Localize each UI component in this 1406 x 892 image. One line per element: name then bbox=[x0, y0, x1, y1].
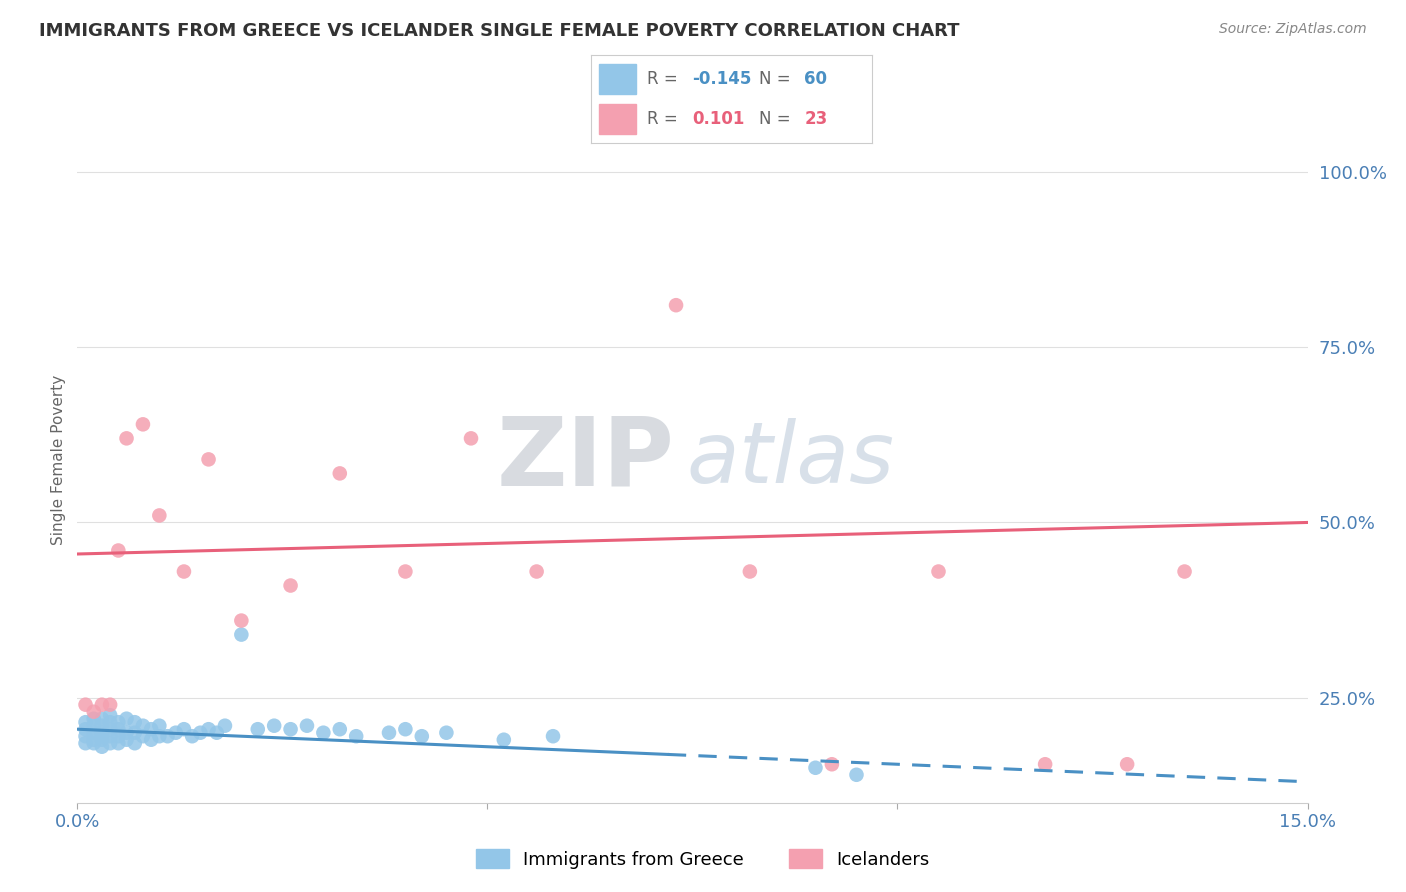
Point bbox=[541, 729, 564, 743]
Point bbox=[188, 725, 212, 739]
Point bbox=[181, 729, 204, 743]
Text: Source: ZipAtlas.com: Source: ZipAtlas.com bbox=[1219, 22, 1367, 37]
Point bbox=[329, 467, 352, 481]
Bar bbox=[599, 64, 636, 94]
Point bbox=[124, 715, 146, 730]
Text: R =: R = bbox=[647, 110, 688, 128]
Point bbox=[107, 543, 129, 558]
Point bbox=[115, 431, 138, 445]
Point bbox=[1174, 565, 1197, 579]
Point bbox=[205, 725, 228, 739]
Bar bbox=[599, 104, 636, 134]
Point bbox=[231, 614, 253, 628]
Point bbox=[665, 298, 688, 312]
Text: IMMIGRANTS FROM GREECE VS ICELANDER SINGLE FEMALE POVERTY CORRELATION CHART: IMMIGRANTS FROM GREECE VS ICELANDER SING… bbox=[39, 22, 960, 40]
Point bbox=[83, 705, 105, 719]
Text: R =: R = bbox=[647, 70, 683, 88]
Point bbox=[231, 627, 253, 641]
Point bbox=[107, 723, 129, 737]
Point bbox=[394, 565, 416, 579]
Text: 60: 60 bbox=[804, 70, 827, 88]
Y-axis label: Single Female Poverty: Single Female Poverty bbox=[51, 375, 66, 544]
Point bbox=[124, 725, 146, 739]
Point bbox=[738, 565, 761, 579]
Point bbox=[90, 725, 114, 739]
Point bbox=[280, 578, 302, 592]
Point bbox=[75, 736, 97, 750]
Text: ZIP: ZIP bbox=[496, 413, 673, 506]
Point bbox=[83, 736, 105, 750]
Point bbox=[90, 732, 114, 747]
Point bbox=[821, 757, 844, 772]
Point bbox=[98, 723, 121, 737]
Point bbox=[115, 732, 138, 747]
Text: 23: 23 bbox=[804, 110, 828, 128]
Point bbox=[1033, 757, 1056, 772]
Point bbox=[344, 729, 367, 743]
Point bbox=[156, 729, 179, 743]
Point bbox=[295, 719, 318, 733]
Point bbox=[436, 725, 458, 739]
Point bbox=[124, 736, 146, 750]
Point bbox=[83, 712, 105, 726]
Point bbox=[90, 698, 114, 712]
Point bbox=[492, 732, 515, 747]
Point bbox=[90, 739, 114, 754]
Point bbox=[141, 732, 163, 747]
Point bbox=[804, 761, 827, 775]
Point bbox=[148, 729, 170, 743]
Legend: Immigrants from Greece, Icelanders: Immigrants from Greece, Icelanders bbox=[470, 842, 936, 876]
Point bbox=[411, 729, 433, 743]
Point bbox=[98, 698, 121, 712]
Point bbox=[75, 723, 97, 737]
Text: N =: N = bbox=[759, 110, 796, 128]
Point bbox=[197, 452, 219, 467]
Point bbox=[1116, 757, 1139, 772]
Point bbox=[98, 736, 121, 750]
Point bbox=[246, 723, 269, 737]
Point bbox=[214, 719, 236, 733]
Point bbox=[83, 732, 105, 747]
Text: -0.145: -0.145 bbox=[692, 70, 751, 88]
Point bbox=[394, 723, 416, 737]
Point bbox=[263, 719, 285, 733]
Point bbox=[83, 719, 105, 733]
Point bbox=[141, 723, 163, 737]
Point bbox=[107, 715, 129, 730]
Point bbox=[165, 725, 187, 739]
Point bbox=[378, 725, 401, 739]
Point bbox=[280, 723, 302, 737]
Text: 0.101: 0.101 bbox=[692, 110, 744, 128]
Point bbox=[75, 715, 97, 730]
Point bbox=[132, 729, 155, 743]
Point bbox=[312, 725, 335, 739]
Point bbox=[107, 729, 129, 743]
Point bbox=[75, 729, 97, 743]
Point bbox=[460, 431, 482, 445]
Point bbox=[845, 768, 868, 782]
Point bbox=[197, 723, 219, 737]
Point bbox=[173, 565, 195, 579]
Point bbox=[329, 723, 352, 737]
Point bbox=[132, 719, 155, 733]
Text: atlas: atlas bbox=[686, 417, 894, 501]
Point bbox=[526, 565, 548, 579]
Point bbox=[115, 712, 138, 726]
Point bbox=[98, 715, 121, 730]
Point bbox=[148, 508, 170, 523]
Point bbox=[132, 417, 155, 432]
Point bbox=[115, 725, 138, 739]
Point bbox=[107, 736, 129, 750]
Point bbox=[98, 708, 121, 723]
Point bbox=[90, 729, 114, 743]
Point bbox=[148, 719, 170, 733]
Point bbox=[90, 719, 114, 733]
Point bbox=[83, 725, 105, 739]
Point bbox=[928, 565, 950, 579]
Point bbox=[98, 729, 121, 743]
Point bbox=[173, 723, 195, 737]
Point bbox=[75, 698, 97, 712]
Text: N =: N = bbox=[759, 70, 796, 88]
Point bbox=[90, 712, 114, 726]
